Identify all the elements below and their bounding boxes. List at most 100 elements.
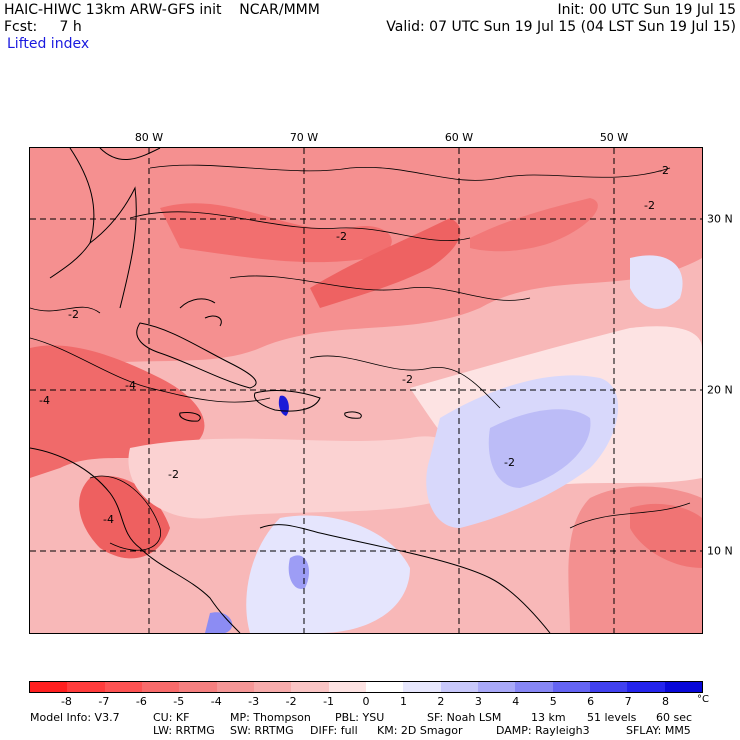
contour-label: -2 (168, 468, 179, 481)
model-title: HAIC-HIWC 13km ARW-GFS init NCAR/MMM (4, 2, 320, 18)
contour-label: -2 (504, 456, 515, 469)
lon-label-80w: 80 W (134, 131, 164, 144)
colorbar-tick-label: 8 (662, 695, 670, 708)
contour-3 (229, 275, 531, 301)
pbl-scheme: PBL: YSU (335, 711, 385, 724)
cumulus-scheme: CU: KF (153, 711, 190, 724)
coastlines (30, 148, 551, 633)
field-blue-core (488, 409, 591, 488)
coastline-jamaica (179, 412, 201, 422)
coastline-central-america (30, 447, 241, 633)
longwave-scheme: LW: RRTMG (153, 724, 215, 737)
lat-label-30n: 30 N (707, 212, 733, 226)
colorbar-segment (515, 682, 553, 692)
colorbar-segment (179, 682, 217, 692)
forecast-hour: Fcst: 7 h (4, 19, 82, 35)
time-step: 60 sec (656, 711, 693, 724)
field-caribbean-pink (128, 436, 465, 519)
surface-scheme: SF: Noah LSM (427, 711, 502, 724)
colorbar-segment (440, 682, 478, 692)
colorbar-unit: °C (697, 694, 709, 705)
contour-5 (89, 475, 162, 551)
field-streak-2 (310, 218, 461, 308)
contour-4 (30, 337, 271, 403)
colorbar-tick-label: 7 (624, 695, 632, 708)
contour-2 (129, 211, 471, 241)
valid-time: Valid: 07 UTC Sun 19 Jul 15 (04 LST Sun … (386, 19, 736, 35)
diffusion-option: DIFF: full (310, 724, 358, 737)
field-blue-venezuela (246, 515, 410, 633)
coastline-us-east (99, 148, 161, 161)
contour-value-labels: -2 -2 -2 -2 -2 -4 -4 -4 -2 -2 (39, 164, 669, 526)
coastline-bahamas (179, 298, 222, 327)
colorbar-tick-label: -1 (323, 695, 335, 708)
coastline-puerto-rico (344, 411, 362, 419)
colorbar-tick-label: 2 (437, 695, 445, 708)
colorbar-tick-label: 1 (399, 695, 407, 708)
damping-option: DAMP: Rayleigh3 (496, 724, 590, 737)
colorbar-segment (141, 682, 180, 692)
colorbar-tick-label: 6 (587, 695, 595, 708)
colorbar-tick-label: 4 (512, 695, 520, 708)
coastline-south-america (259, 524, 551, 633)
colorbar-segment (477, 682, 516, 692)
contour-6 (309, 355, 501, 409)
shortwave-scheme: SW: RRTMG (230, 724, 294, 737)
colorbar-tick-label: -7 (98, 695, 110, 708)
lon-label-60w: 60 W (444, 131, 474, 144)
colorbar-tick-label: -6 (135, 695, 147, 708)
colorbar-segment (365, 682, 404, 692)
colorbar-segment (589, 682, 628, 692)
field-name: Lifted index (7, 36, 90, 52)
colorbar-segment (67, 682, 105, 692)
colorbar-segment (664, 682, 702, 692)
lon-label-70w: 70 W (289, 131, 319, 144)
colorbar-tick-label: -2 (285, 695, 297, 708)
contour-7 (569, 502, 691, 529)
colorbar-tick-label: -3 (248, 695, 260, 708)
coastline-florida (49, 148, 137, 309)
contour-label: -2 (658, 164, 669, 177)
coastline-cuba (136, 322, 257, 389)
coastline-hispaniola (253, 390, 321, 412)
surface-layer: SFLAY: MM5 (626, 724, 691, 737)
contour-label: -4 (125, 379, 136, 392)
colorbar-segment (403, 682, 441, 692)
contours (30, 164, 691, 551)
colorbar-segment (30, 682, 68, 692)
contour-label: -2 (402, 373, 413, 386)
colorbar-segment (291, 682, 329, 692)
contour-label: -4 (39, 394, 50, 407)
contour-label: -2 (336, 230, 347, 243)
colorbar-segment (552, 682, 590, 692)
colorbar-segment (328, 682, 366, 692)
contour-label: -4 (103, 513, 114, 526)
graticule (30, 148, 702, 633)
colorbar-tick-label: 0 (362, 695, 370, 708)
colorbar-segment (627, 682, 665, 692)
vertical-levels: 51 levels (587, 711, 637, 724)
lifted-index-map: -2 -2 -2 -2 -2 -4 -4 -4 -2 -2 (29, 147, 703, 634)
grid-spacing: 13 km (531, 711, 566, 724)
eddy-coefficient: KM: 2D Smagor (377, 724, 463, 737)
colorbar-tick-label: -5 (173, 695, 185, 708)
field-streak-1 (160, 203, 392, 263)
contour-8 (30, 306, 101, 314)
contour-1 (149, 164, 671, 181)
microphysics-scheme: MP: Thompson (230, 711, 311, 724)
lat-label-10n: 10 N (707, 544, 733, 558)
init-time: Init: 00 UTC Sun 19 Jul 15 (557, 2, 736, 18)
field-southeast-streak (630, 503, 702, 568)
field-blue-north (630, 255, 683, 309)
model-info: Model Info: V3.7 (30, 711, 120, 724)
colorbar-tick-label: -8 (60, 695, 72, 708)
colorbar-segment (104, 682, 142, 692)
colorbar-tick-label: -4 (210, 695, 222, 708)
colorbar-segment (253, 682, 292, 692)
colorbar (29, 681, 703, 693)
lon-label-50w: 50 W (599, 131, 629, 144)
contour-label: -2 (68, 308, 79, 321)
contour-label: -2 (644, 199, 655, 212)
lat-label-20n: 20 N (707, 383, 733, 397)
field-streak-3 (470, 198, 598, 252)
